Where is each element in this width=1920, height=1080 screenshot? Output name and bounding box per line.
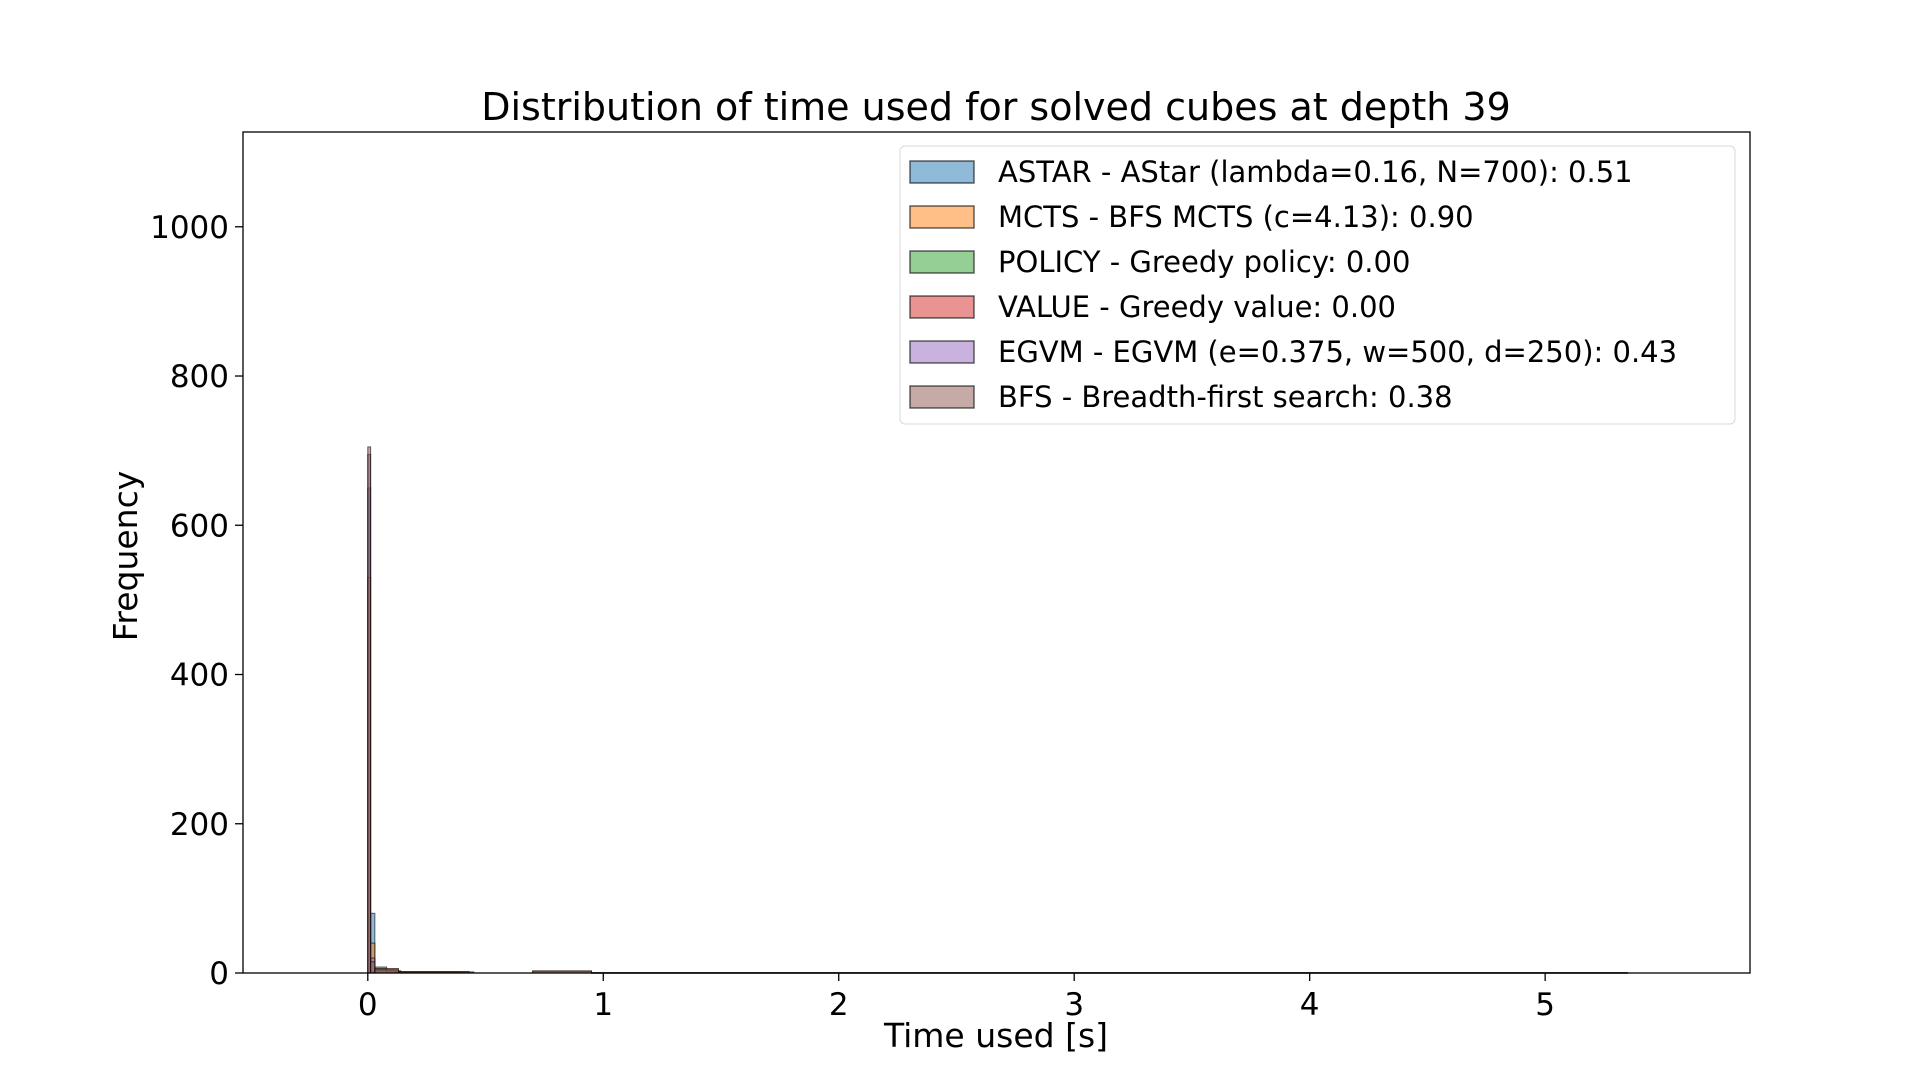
legend-label: BFS - Breadth-first search: 0.38 — [998, 380, 1453, 414]
legend-label: POLICY - Greedy policy: 0.00 — [998, 245, 1410, 279]
y-tick-label: 0 — [209, 956, 229, 992]
legend-label: EGVM - EGVM (e=0.375, w=500, d=250): 0.4… — [998, 335, 1677, 369]
legend: ASTAR - AStar (lambda=0.16, N=700): 0.51… — [899, 145, 1736, 425]
legend-label: ASTAR - AStar (lambda=0.16, N=700): 0.51 — [998, 155, 1633, 189]
histogram-bar — [370, 961, 376, 974]
plot-area — [367, 446, 1629, 974]
series-1 — [367, 576, 1629, 974]
y-tick-label: 400 — [170, 658, 229, 694]
y-axis-label: Frequency — [106, 471, 145, 641]
x-tick-label: 0 — [358, 987, 378, 1023]
x-tick-label: 4 — [1300, 987, 1320, 1023]
x-tick-label: 2 — [829, 987, 849, 1023]
legend-swatch — [909, 295, 975, 319]
y-tick-label: 200 — [170, 807, 229, 843]
y-tick-label: 1000 — [150, 210, 229, 246]
histogram-bar — [367, 446, 372, 974]
x-tick-label: 3 — [1064, 987, 1084, 1023]
x-axis-ticks: 0 1 2 3 4 5 — [358, 973, 1555, 1023]
plot-frame — [242, 131, 1751, 974]
legend-label: MCTS - BFS MCTS (c=4.13): 0.90 — [998, 200, 1474, 234]
legend-swatch — [909, 250, 975, 274]
series-5 — [367, 446, 1629, 974]
legend-swatch — [909, 385, 975, 409]
legend-frame — [899, 145, 1736, 425]
y-tick-label: 800 — [170, 359, 229, 395]
legend-swatch — [909, 160, 975, 184]
y-tick-label: 600 — [170, 508, 229, 544]
chart-title: Distribution of time used for solved cub… — [481, 85, 1511, 129]
y-axis-ticks: 0 200 400 600 800 1000 — [150, 210, 243, 992]
legend-label: VALUE - Greedy value: 0.00 — [998, 290, 1396, 324]
x-tick-label: 5 — [1535, 987, 1555, 1023]
x-tick-label: 1 — [593, 987, 613, 1023]
series-0 — [367, 487, 463, 974]
legend-swatch — [909, 340, 975, 364]
legend-swatch — [909, 205, 975, 229]
x-axis-label: Time used [s] — [883, 1016, 1108, 1055]
series-4 — [367, 453, 397, 974]
